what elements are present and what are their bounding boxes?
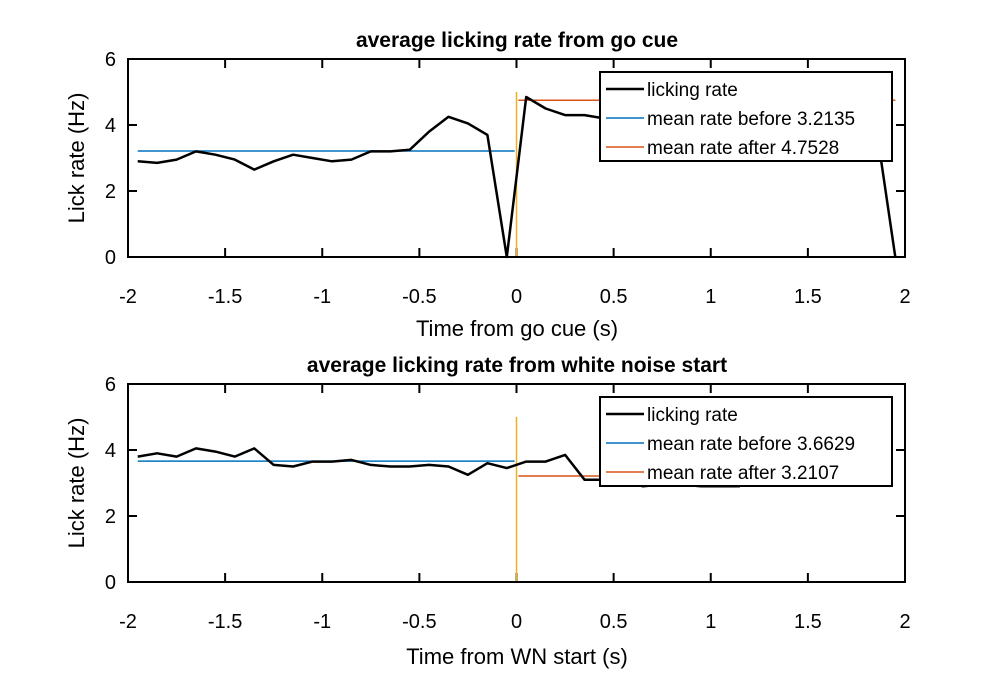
y-tick-label: 0 [105, 247, 116, 269]
y-tick-label: 2 [105, 181, 116, 203]
y-tick-label: 2 [105, 506, 116, 528]
x-tick-label: 0.5 [600, 286, 628, 308]
x-tick-label: -2 [119, 611, 137, 633]
x-tick-label: 1 [705, 611, 716, 633]
legend-label: mean rate after 3.2107 [647, 463, 839, 484]
chart-title: average licking rate from white noise st… [307, 354, 727, 377]
x-tick-label: 1.5 [794, 286, 822, 308]
x-tick-label: -1.5 [208, 286, 242, 308]
legend-label: licking rate [647, 405, 738, 426]
legend-label: mean rate before 3.6629 [647, 434, 855, 455]
x-tick-label: -1.5 [208, 611, 242, 633]
x-tick-label: 1.5 [794, 611, 822, 633]
x-tick-label: 0.5 [600, 611, 628, 633]
legend-label: licking rate [647, 80, 738, 101]
x-tick-label: -0.5 [402, 286, 436, 308]
y-tick-label: 0 [105, 572, 116, 594]
y-tick-label: 4 [105, 115, 116, 137]
x-tick-label: -0.5 [402, 611, 436, 633]
chart-panel-white-noise: average licking rate from white noise st… [64, 354, 911, 669]
y-tick-label: 6 [105, 374, 116, 396]
x-axis-label: Time from WN start (s) [406, 644, 628, 669]
x-tick-label: 2 [899, 611, 910, 633]
legend-box [599, 71, 893, 162]
x-tick-label: -1 [313, 286, 331, 308]
x-tick-label: 2 [899, 286, 910, 308]
axes-box [127, 58, 906, 258]
y-tick-label: 6 [105, 49, 116, 71]
x-tick-label: -2 [119, 286, 137, 308]
legend: licking rate mean rate before 3.2135 mean … [599, 71, 893, 162]
axes-box [127, 383, 906, 583]
chart-panel-go-cue: average licking rate from go cue Time fr… [64, 29, 911, 341]
legend-box [599, 396, 893, 487]
x-tick-label: 1 [705, 286, 716, 308]
y-axis-label: Lick rate (Hz) [64, 418, 89, 549]
x-tick-label: -1 [313, 611, 331, 633]
chart-title: average licking rate from go cue [356, 29, 678, 52]
legend: licking rate mean rate before 3.6629 mean … [599, 396, 893, 487]
x-axis-label: Time from go cue (s) [416, 316, 618, 341]
y-axis-label: Lick rate (Hz) [64, 93, 89, 224]
x-tick-label: 0 [511, 611, 522, 633]
legend-label: mean rate after 4.7528 [647, 138, 839, 159]
x-tick-label: 0 [511, 286, 522, 308]
legend-label: mean rate before 3.2135 [647, 109, 855, 130]
y-tick-label: 4 [105, 440, 116, 462]
